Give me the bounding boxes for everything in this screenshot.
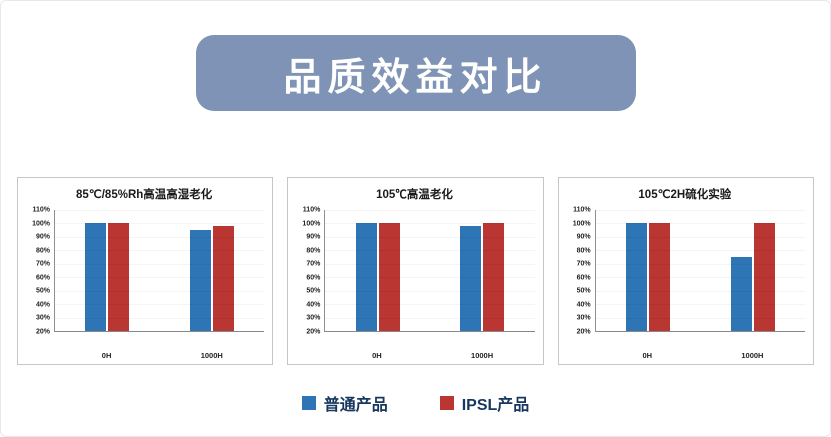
legend-swatch-blue	[301, 396, 316, 410]
y-tick-label: 100%	[572, 220, 591, 228]
y-tick-label: 20%	[576, 328, 591, 336]
bar-group-1000H	[189, 210, 234, 331]
legend-item-ordinary: 普通产品	[301, 391, 388, 415]
x-tick-label: 1000H	[200, 351, 223, 360]
bar-IPSL产品	[483, 223, 505, 331]
bar-group-0H	[625, 210, 670, 331]
y-tick-label: 50%	[35, 287, 50, 295]
plot-area	[324, 210, 535, 332]
bar-普通产品	[355, 223, 377, 331]
title-banner: 品质效益对比	[195, 35, 636, 111]
y-tick-label: 80%	[306, 247, 321, 255]
y-tick-label: 80%	[35, 247, 50, 255]
y-axis-labels: 110% 100% 90% 80% 70% 60% 50% 40% 30% 20%	[565, 206, 595, 336]
y-tick-label: 60%	[576, 274, 591, 282]
y-tick-label: 30%	[306, 314, 321, 322]
bar-group-0H	[85, 210, 130, 331]
y-tick-label: 20%	[306, 328, 321, 336]
bar-普通产品	[460, 226, 482, 331]
y-tick-label: 110%	[573, 206, 591, 214]
chart-title: 105℃2H硫化实验	[638, 189, 732, 201]
chart-body: 110% 100% 90% 80% 70% 60% 50% 40% 30% 20%	[565, 206, 805, 348]
y-tick-label: 40%	[306, 301, 321, 309]
y-tick-label: 70%	[35, 260, 50, 268]
y-tick-label: 20%	[35, 328, 50, 336]
y-tick-label: 90%	[306, 233, 321, 241]
gridline	[595, 331, 805, 332]
x-tick-label: 0H	[642, 351, 653, 360]
bar-group-1000H	[460, 210, 505, 331]
bar-group-0H	[355, 210, 400, 331]
bar-IPSL产品	[648, 223, 670, 331]
x-axis-labels: 0H 1000H	[595, 348, 805, 360]
plot-area	[594, 210, 805, 332]
bar-group-1000H	[730, 210, 775, 331]
chart-body: 110% 100% 90% 80% 70% 60% 50% 40% 30% 20%	[24, 206, 265, 348]
y-tick-label: 50%	[306, 287, 321, 295]
bar-IPSL产品	[753, 223, 775, 331]
legend-swatch-red	[439, 396, 454, 410]
bar-普通产品	[85, 223, 107, 331]
chart-legend: 普通产品 IPSL产品	[1, 391, 830, 415]
y-tick-label: 50%	[576, 287, 591, 295]
y-tick-label: 40%	[35, 301, 50, 309]
gridline	[325, 331, 535, 332]
bar-普通产品	[189, 230, 211, 331]
plot-area	[54, 210, 265, 332]
legend-label: IPSL产品	[461, 397, 530, 414]
y-tick-label: 100%	[32, 220, 50, 228]
bar-IPSL产品	[378, 223, 400, 331]
x-tick-label: 1000H	[471, 351, 494, 360]
chart-title: 85℃/85%Rh高温高湿老化	[76, 189, 213, 201]
y-tick-label: 70%	[576, 260, 591, 268]
bar-普通产品	[730, 257, 752, 331]
bar-IPSL产品	[108, 223, 130, 331]
y-tick-label: 100%	[302, 220, 321, 228]
x-axis-labels: 0H 1000H	[324, 348, 534, 360]
y-tick-label: 30%	[35, 314, 50, 322]
gridline	[55, 331, 265, 332]
y-tick-label: 90%	[35, 233, 50, 241]
chart-card-aging-85c: 85℃/85%Rh高温高湿老化 110% 100% 90% 80% 70% 60% 50% 4…	[17, 177, 274, 365]
legend-label: 普通产品	[323, 397, 388, 414]
y-axis-labels: 110% 100% 90% 80% 70% 60% 50% 40% 30% 20%	[294, 206, 324, 336]
y-tick-label: 40%	[576, 301, 591, 309]
y-tick-label: 110%	[32, 206, 50, 214]
charts-row: 85℃/85%Rh高温高湿老化 110% 100% 90% 80% 70% 60% 50% 4…	[17, 177, 814, 365]
chart-title: 105℃高温老化	[376, 189, 453, 201]
y-axis-labels: 110% 100% 90% 80% 70% 60% 50% 40% 30% 20%	[24, 206, 54, 336]
chart-card-aging-105c: 105℃高温老化 110% 100% 90% 80% 70% 60% 50% 40% 30% 20…	[287, 177, 544, 365]
y-tick-label: 70%	[306, 260, 321, 268]
chart-card-sulfuration: 105℃2H硫化实验 110% 100% 90% 80% 70% 60% 50% 40% 30%…	[557, 177, 814, 365]
bar-IPSL产品	[212, 226, 234, 331]
page-title: 品质效益对比	[283, 56, 548, 99]
y-tick-label: 90%	[576, 233, 591, 241]
legend-item-ipsl: IPSL产品	[439, 391, 530, 415]
y-tick-label: 110%	[302, 206, 321, 214]
x-tick-label: 1000H	[741, 351, 764, 360]
x-tick-label: 0H	[372, 351, 382, 360]
y-tick-label: 30%	[576, 314, 591, 322]
bar-普通产品	[625, 223, 647, 331]
y-tick-label: 60%	[35, 274, 50, 282]
x-axis-labels: 0H 1000H	[54, 348, 264, 360]
y-tick-label: 60%	[306, 274, 321, 282]
chart-body: 110% 100% 90% 80% 70% 60% 50% 40% 30% 20%	[294, 206, 535, 348]
x-tick-label: 0H	[101, 351, 112, 360]
y-tick-label: 80%	[576, 247, 591, 255]
